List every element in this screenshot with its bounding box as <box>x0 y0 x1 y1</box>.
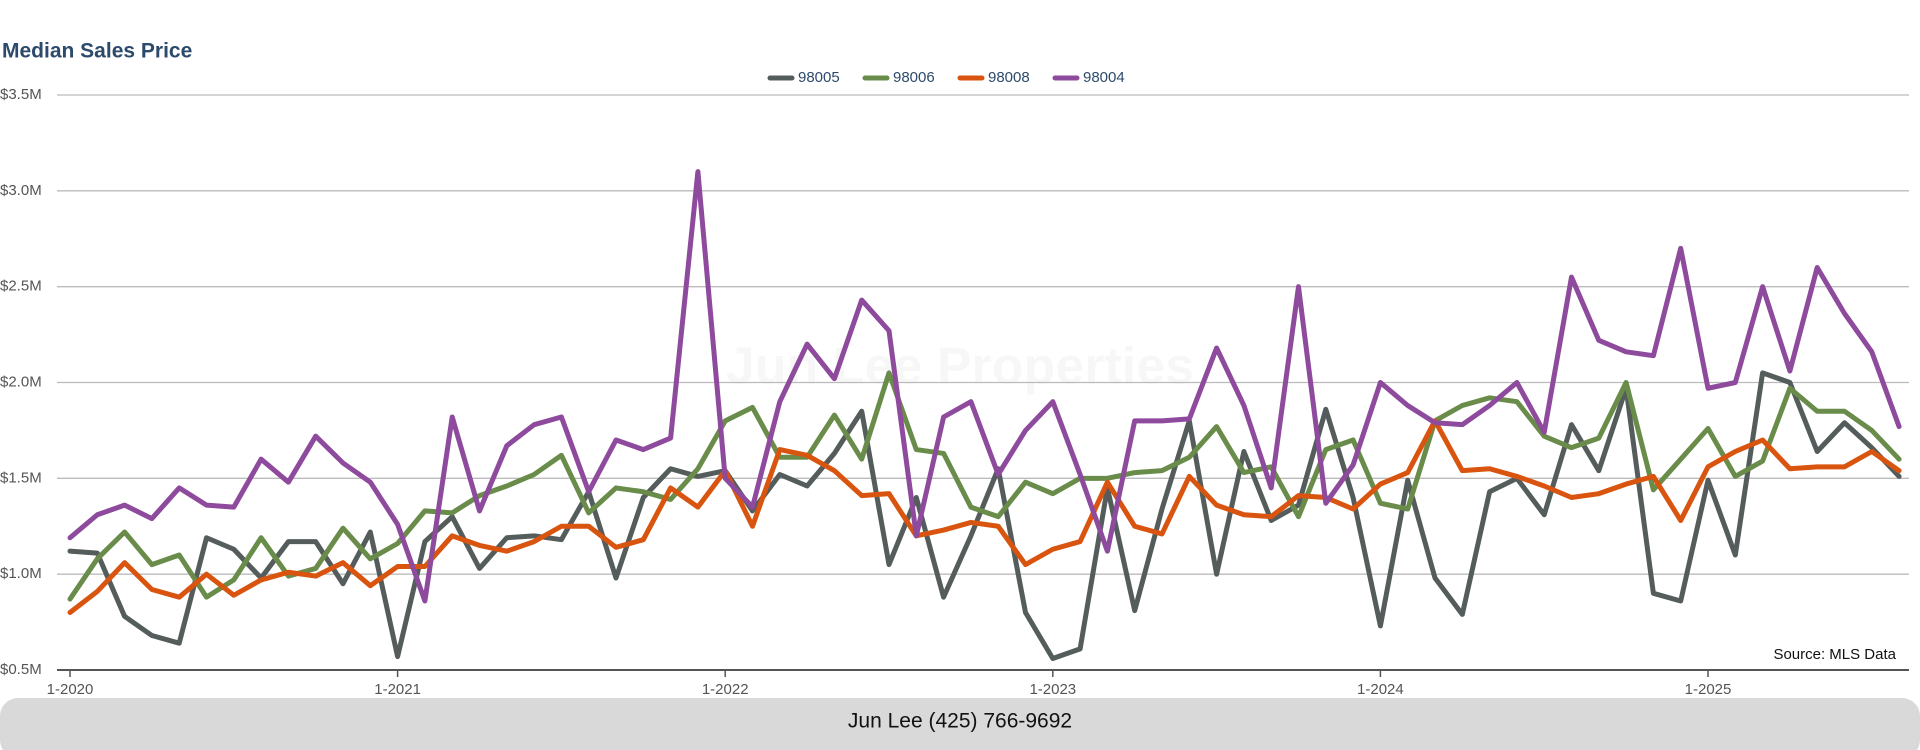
series-line <box>67 169 1902 604</box>
series-line <box>67 418 1902 615</box>
footer-band <box>0 698 1920 750</box>
x-tick-label: 1-2020 <box>47 681 94 698</box>
x-tick-label: 1-2025 <box>1685 681 1732 698</box>
legend-label: 98005 <box>798 69 840 86</box>
source-note: Source: MLS Data <box>1773 646 1896 663</box>
x-tick-label: 1-2021 <box>374 681 421 698</box>
y-tick-label: $3.0M <box>0 182 42 199</box>
series-line <box>67 370 1902 661</box>
x-tick-label: 1-2023 <box>1029 681 1076 698</box>
x-tick-label: 1-2024 <box>1357 681 1404 698</box>
y-tick-label: $2.5M <box>0 278 42 295</box>
legend-label: 98006 <box>893 69 935 86</box>
y-tick-label: $1.5M <box>0 469 42 486</box>
legend-label: 98008 <box>988 69 1030 86</box>
series-line <box>67 370 1902 602</box>
chart-title: Median Sales Price <box>2 40 192 63</box>
legend-label: 98004 <box>1083 69 1125 86</box>
x-tick-label: 1-2022 <box>702 681 749 698</box>
y-tick-label: $3.5M <box>0 86 42 103</box>
y-tick-label: $2.0M <box>0 373 42 390</box>
y-tick-label: $1.0M <box>0 565 42 582</box>
footer-text: Jun Lee (425) 766-9692 <box>848 710 1072 733</box>
y-tick-label: $0.5M <box>0 661 42 678</box>
